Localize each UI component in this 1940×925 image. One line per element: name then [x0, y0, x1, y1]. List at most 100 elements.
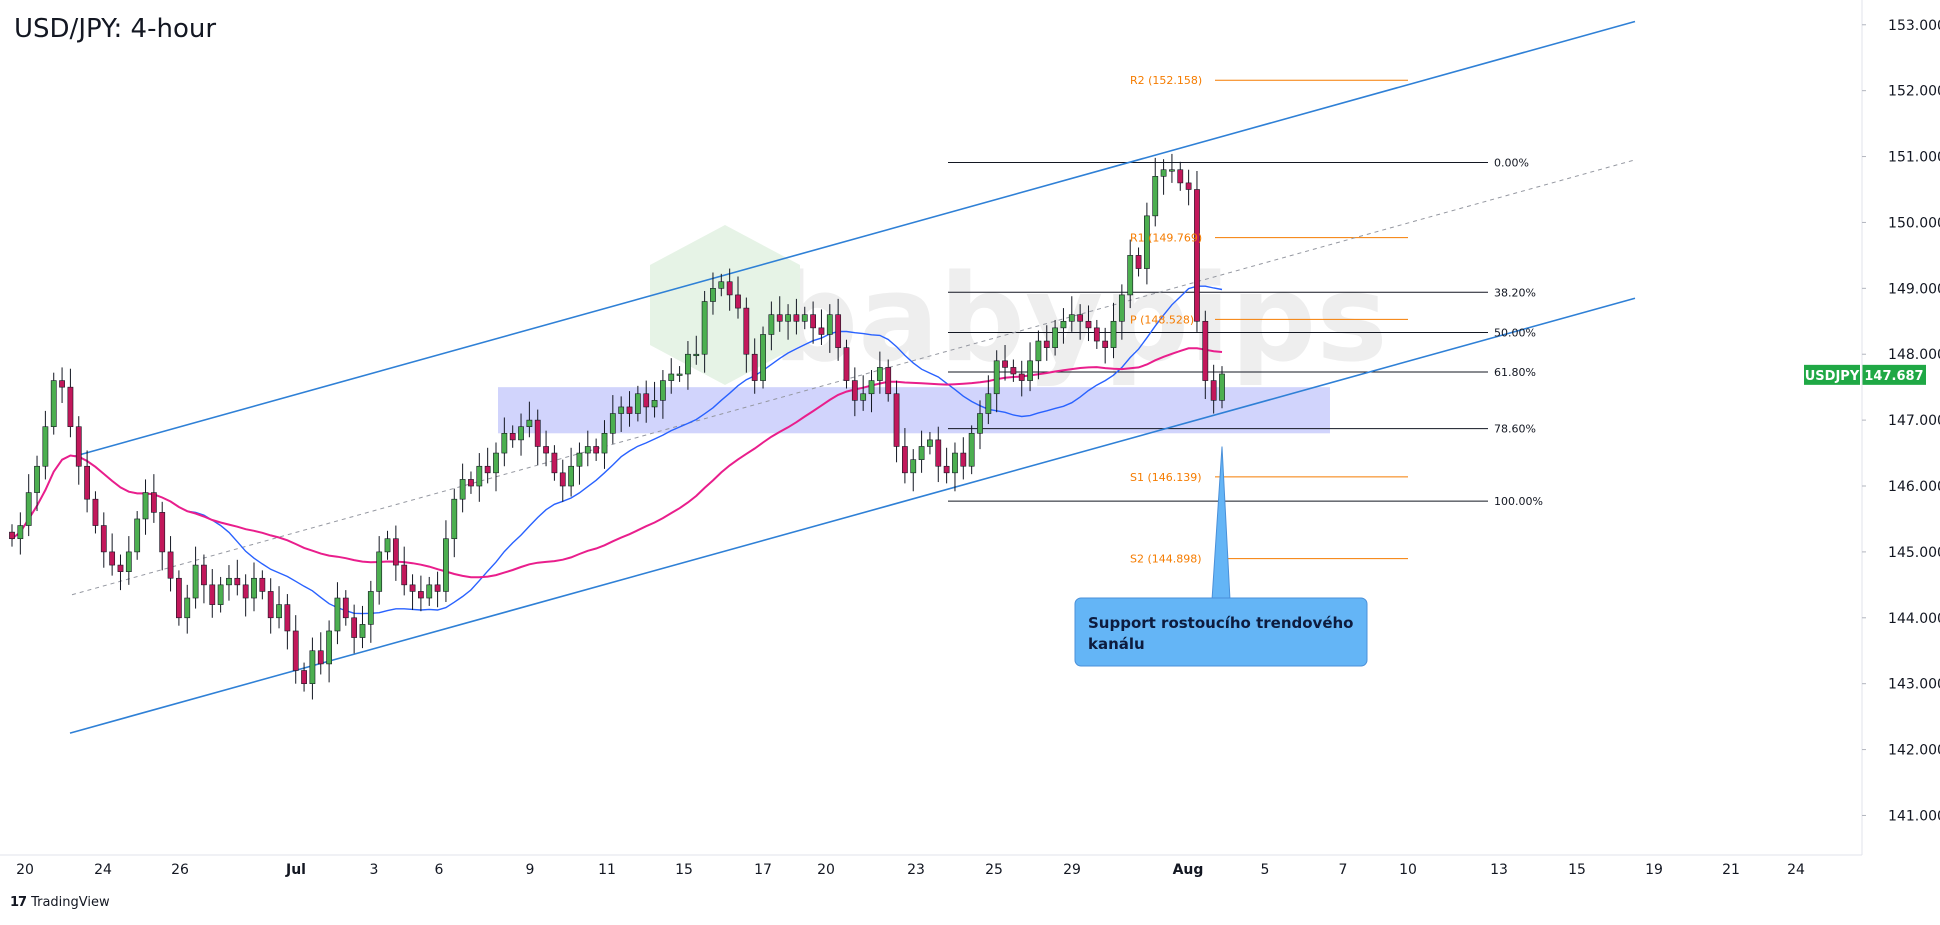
y-tick-label: 147.000 [1888, 413, 1940, 429]
x-tick-label: Aug [1173, 862, 1204, 878]
candle-body [1177, 169, 1184, 184]
x-tick-label: 20 [817, 862, 835, 878]
channel-upper-line [73, 20, 1636, 458]
candle-body [1027, 360, 1033, 381]
x-tick-label: 20 [16, 862, 34, 878]
candle-body [117, 564, 124, 572]
candle-body [359, 624, 366, 638]
candle-body [84, 465, 90, 500]
x-tick-label: 13 [1490, 862, 1508, 878]
candle-body [634, 393, 641, 414]
candle-body [59, 380, 65, 388]
candle-body [134, 518, 141, 553]
candle-body [1169, 169, 1175, 172]
candle-body [685, 353, 691, 375]
candle-body [601, 432, 608, 454]
candle-body [351, 617, 358, 638]
candle-body [184, 597, 191, 619]
y-tick-label: 144.000 [1888, 611, 1940, 627]
candle-body [1127, 255, 1134, 296]
y-tick-label: 152.000 [1888, 84, 1940, 100]
y-tick-label: 148.000 [1888, 347, 1940, 363]
candle-body [1060, 320, 1067, 329]
y-tick-label: 153.000 [1888, 18, 1940, 34]
candle-body [459, 479, 466, 500]
y-tick-label: 143.000 [1888, 677, 1940, 693]
candle-body [1202, 320, 1209, 381]
candle-body [851, 380, 858, 401]
candle-body [234, 577, 241, 586]
callout-text: Support rostoucího trendového kanálu [1088, 614, 1353, 653]
candle-body [100, 525, 107, 553]
candle-body [150, 492, 157, 513]
y-tick-label: 145.000 [1888, 545, 1940, 561]
candle-body [159, 512, 166, 553]
candle-body [910, 459, 917, 474]
pivot-level-label: R2 (152.158) [1130, 74, 1202, 87]
fib-level-label: 50.00% [1494, 326, 1536, 339]
y-tick-label: 141.000 [1888, 808, 1940, 824]
candle-body [1093, 327, 1100, 342]
candle-body [801, 314, 808, 322]
candle-body [251, 577, 257, 599]
candle-body [1210, 380, 1217, 401]
candle-body [826, 314, 833, 335]
candle-body [1052, 327, 1058, 348]
candle-body [276, 604, 282, 619]
candle-body [943, 465, 950, 474]
candle-body [42, 426, 49, 467]
candle-body [977, 413, 983, 434]
candle-body [968, 432, 975, 467]
x-tick-label: 3 [370, 862, 379, 878]
candle-body [1077, 314, 1084, 322]
candle-body [776, 314, 783, 322]
candle-body [693, 353, 700, 357]
candle-body [376, 551, 383, 592]
candle-body [710, 288, 716, 302]
candle-body [443, 538, 449, 592]
x-tick-label: 25 [985, 862, 1003, 878]
footer[interactable]: 17 TradingView [10, 895, 110, 910]
candle-body [292, 630, 299, 671]
candle-body [1002, 360, 1008, 368]
candle-body [309, 650, 316, 684]
candle-body [818, 327, 825, 335]
candle-body [518, 426, 524, 441]
x-tick-label: 7 [1339, 862, 1348, 878]
candle-body [935, 439, 942, 467]
candle-body [726, 281, 733, 296]
candle-body [1068, 314, 1075, 322]
x-tick-label: Jul [285, 862, 306, 878]
last-price-label: 147.687 [1864, 369, 1923, 384]
candle-body [1010, 367, 1017, 375]
candle-body [92, 498, 99, 526]
x-tick-label: 11 [598, 862, 616, 878]
candle-body [810, 314, 816, 329]
candle-body [651, 400, 658, 408]
candle-body [301, 670, 307, 684]
candle-body [434, 584, 441, 592]
candle-body [960, 452, 967, 467]
x-tick-label: 9 [526, 862, 535, 878]
candle-body [267, 591, 274, 619]
candle-body [843, 347, 850, 381]
candle-body [426, 584, 433, 599]
fib-level-label: 61.80% [1494, 366, 1536, 379]
candle-body [918, 446, 925, 460]
pivot-level-label: P (148.528) [1130, 313, 1194, 326]
candle-body [1018, 373, 1025, 381]
candle-body [735, 294, 741, 309]
x-tick-label: 21 [1722, 862, 1740, 878]
candle-body [568, 465, 574, 487]
candle-body [476, 465, 483, 487]
x-tick-label: 26 [171, 862, 189, 878]
candle-body [551, 452, 558, 474]
candle-body [418, 591, 424, 599]
candle-body [384, 538, 391, 553]
x-tick-label: 23 [907, 862, 925, 878]
x-tick-label: 5 [1261, 862, 1270, 878]
candle-body [1118, 294, 1125, 322]
y-tick-label: 151.000 [1888, 150, 1940, 166]
candle-body [793, 314, 800, 322]
